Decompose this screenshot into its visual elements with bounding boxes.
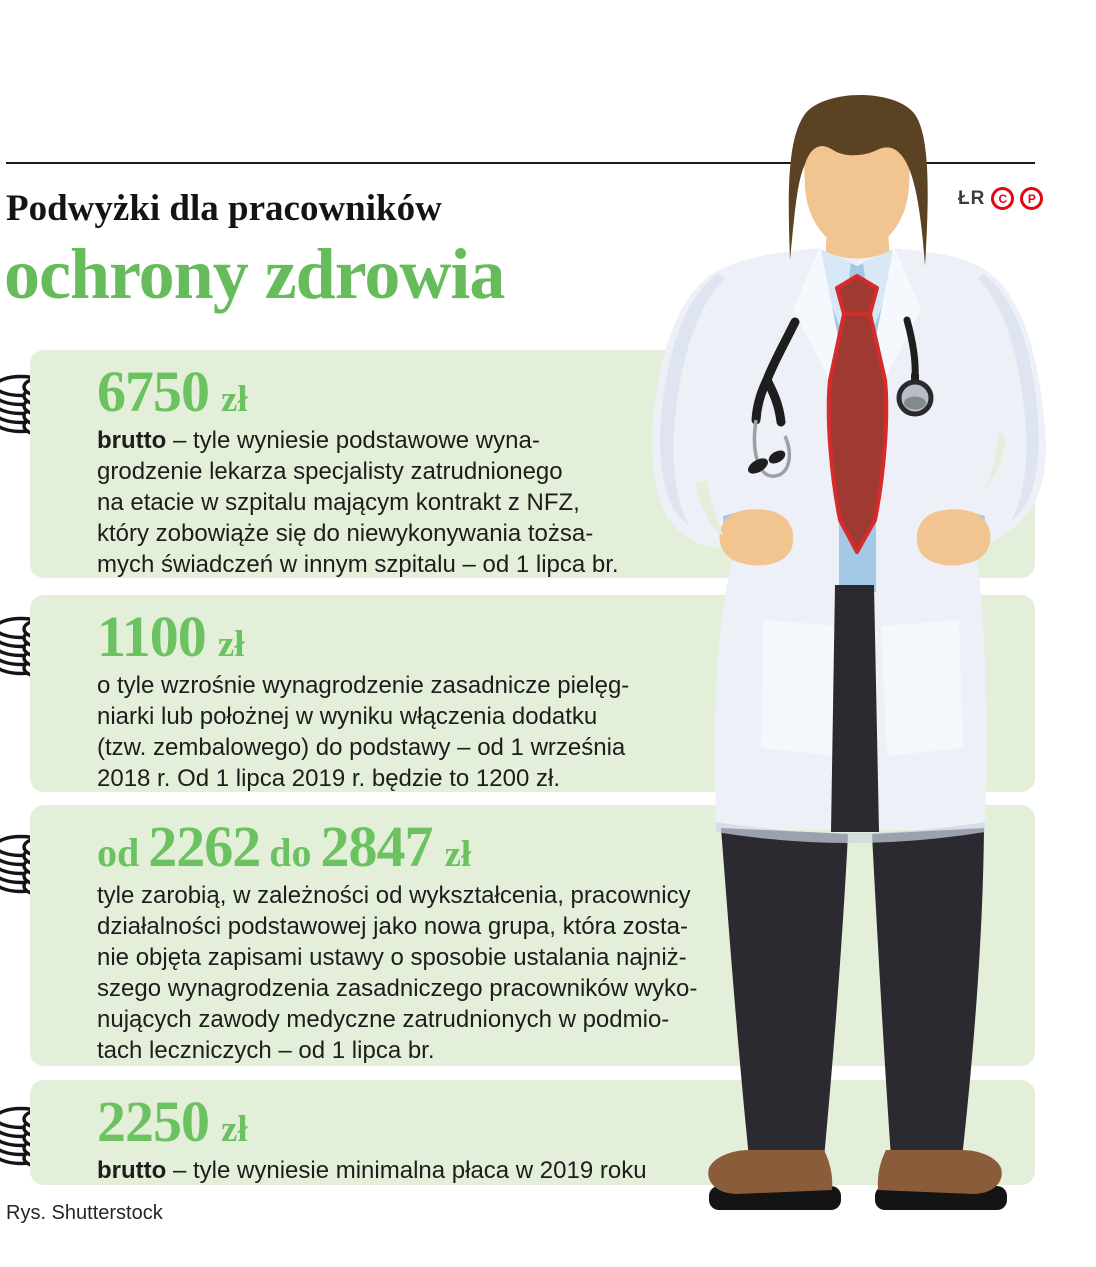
text-line: brutto – tyle wyniesie minimalna płaca w…	[97, 1157, 647, 1184]
amount-heading: 2250 zł	[97, 1088, 1035, 1154]
amount-value: 6750	[97, 359, 210, 424]
text-line: nujących zawody medyczne zatrudnionych w…	[97, 1006, 670, 1033]
amount-prefix: od	[97, 830, 140, 875]
text-line: nie objęta zapisami ustawy o sposobie us…	[97, 944, 687, 971]
text-line: niarki lub położnej w wyniku włączenia d…	[97, 703, 598, 730]
block-description: tyle zarobią, w zależności od wykształce…	[97, 880, 1035, 1066]
amount-unit: zł	[444, 834, 472, 875]
text-line: grodzenie lekarza specjalisty zatrudnion…	[97, 458, 563, 485]
info-block-medical-workers-range: od 2262 do 2847 zł tyle zarobią, w zależ…	[30, 805, 1035, 1066]
text-line: 2018 r. Od 1 lipca 2019 r. będzie to 120…	[97, 765, 560, 792]
info-block-doctor-salary: 6750 zł brutto – tyle wyniesie podstawow…	[30, 350, 1035, 578]
top-divider	[6, 162, 1035, 164]
amount-unit: zł	[221, 1109, 248, 1150]
amount-value: 2250	[97, 1089, 210, 1154]
amount-unit: zł	[221, 379, 248, 420]
copyright-c-icon: C	[991, 187, 1015, 210]
amount-value: 1100	[97, 604, 207, 669]
text-line: tyle zarobią, w zależności od wykształce…	[97, 882, 691, 909]
text-line: mych świadczeń w innym szpitalu – od 1 l…	[97, 551, 619, 578]
amount-infix: do	[269, 830, 312, 875]
text-line: szego wynagrodzenia zasadniczego pracown…	[97, 975, 698, 1002]
text-line: tach leczniczych – od 1 lipca br.	[97, 1037, 435, 1064]
page-title: ochrony zdrowia	[4, 234, 505, 314]
author-credit: ŁR C P	[958, 187, 1044, 210]
amount-heading: 6750 zł	[97, 358, 1035, 424]
amount-heading: od 2262 do 2847 zł	[97, 813, 1035, 879]
block-description: brutto – tyle wyniesie minimalna płaca w…	[97, 1155, 1035, 1186]
text-line: na etacie w szpitalu mającym kontrakt z …	[97, 489, 580, 516]
doctor-with-stethoscope-illustration	[652, 94, 1047, 1210]
page-kicker: Podwyżki dla pracowników	[6, 188, 442, 229]
amount-value-2: 2847	[320, 814, 434, 879]
text-line: (tzw. zembalowego) do podstawy – od 1 wr…	[97, 734, 626, 761]
block-description: brutto – tyle wyniesie podstawowe wyna- …	[97, 425, 1035, 580]
text-line: działalności podstawowej jako nowa grupa…	[97, 913, 688, 940]
illustration-credit: Rys. Shutterstock	[6, 1202, 163, 1224]
author-initials: ŁR	[958, 187, 986, 209]
text-line: brutto – tyle wyniesie podstawowe wyna-	[97, 427, 540, 454]
info-block-minimum-wage: 2250 zł brutto – tyle wyniesie minimalna…	[30, 1080, 1035, 1185]
amount-value: 2262	[148, 814, 261, 879]
amount-unit: zł	[217, 624, 245, 665]
amount-heading: 1100 zł	[97, 603, 1035, 669]
block-description: o tyle wzrośnie wynagrodzenie zasadnicze…	[97, 670, 1035, 794]
copyright-p-icon: P	[1020, 187, 1044, 210]
text-line: który zobowiąże się do niewykonywania to…	[97, 520, 594, 547]
text-line: o tyle wzrośnie wynagrodzenie zasadnicze…	[97, 672, 630, 699]
